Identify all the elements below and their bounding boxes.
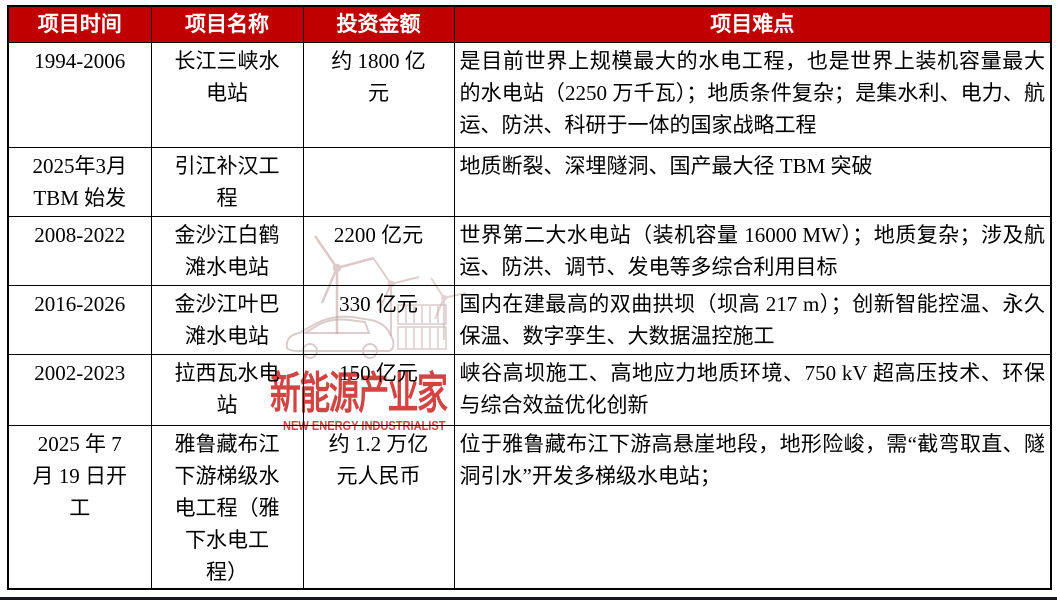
- cell-time: 2008-2022: [7, 216, 152, 286]
- cell-difficulty: 峡谷高坝施工、高地应力地质环境、750 kV 超高压技术、环保与综合效益优化创新: [453, 354, 1052, 426]
- cell-name: 引江补汉工 程: [150, 147, 304, 217]
- cell-investment: 约 1800 亿 元: [302, 42, 455, 148]
- header-difficulty: 项目难点: [453, 5, 1052, 43]
- cell-investment: 330 亿元: [302, 285, 455, 355]
- header-project-time: 项目时间: [7, 5, 152, 43]
- cell-difficulty: 是目前世界上规模最大的水电工程，也是世界上装机容量最大的水电站（2250 万千瓦…: [453, 42, 1052, 148]
- bottom-divider: [0, 597, 1057, 600]
- cell-name: 雅鲁藏布江 下游梯级水 电工程（雅 下水电工 程）: [150, 425, 304, 590]
- table-row: 1994-2006 长江三峡水 电站 约 1800 亿 元 是目前世界上规模最大…: [7, 42, 1052, 148]
- table-row: 2025年3月 TBM 始发 引江补汉工 程 地质断裂、深埋隧洞、国产最大径 T…: [7, 147, 1052, 217]
- table-row: 2002-2023 拉西瓦水电 站 150 亿元 峡谷高坝施工、高地应力地质环境…: [7, 354, 1052, 426]
- cell-difficulty: 国内在建最高的双曲拱坝（坝高 217 m）；创新智能控温、永久保温、数字孪生、大…: [453, 285, 1052, 355]
- header-investment: 投资金额: [302, 5, 455, 43]
- cell-investment: 2200 亿元: [302, 216, 455, 286]
- table-row: 2016-2026 金沙江叶巴 滩水电站 330 亿元 国内在建最高的双曲拱坝（…: [7, 285, 1052, 355]
- table-header-row: 项目时间 项目名称 投资金额 项目难点: [7, 5, 1052, 43]
- cell-investment: 约 1.2 万亿 元人民币: [302, 425, 455, 590]
- cell-time: 2016-2026: [7, 285, 152, 355]
- cell-time: 2025年3月 TBM 始发: [7, 147, 152, 217]
- cell-name: 金沙江白鹤 滩水电站: [150, 216, 304, 286]
- cell-investment: 150 亿元: [302, 354, 455, 426]
- cell-time: 1994-2006: [7, 42, 152, 148]
- header-project-name: 项目名称: [150, 5, 304, 43]
- cell-difficulty: 地质断裂、深埋隧洞、国产最大径 TBM 突破: [453, 147, 1052, 217]
- cell-name: 金沙江叶巴 滩水电站: [150, 285, 304, 355]
- project-table: 项目时间 项目名称 投资金额 项目难点 1994-2006 长江三峡水 电站 约…: [7, 5, 1052, 590]
- cell-name: 长江三峡水 电站: [150, 42, 304, 148]
- cell-difficulty: 位于雅鲁藏布江下游高悬崖地段，地形险峻，需“截弯取直、隧洞引水”开发多梯级水电站…: [453, 425, 1052, 590]
- cell-time: 2002-2023: [7, 354, 152, 426]
- table-row: 2025 年 7 月 19 日开 工 雅鲁藏布江 下游梯级水 电工程（雅 下水电…: [7, 425, 1052, 590]
- cell-name: 拉西瓦水电 站: [150, 354, 304, 426]
- cell-investment: [302, 147, 455, 217]
- cell-difficulty: 世界第二大水电站（装机容量 16000 MW）；地质复杂；涉及航运、防洪、调节、…: [453, 216, 1052, 286]
- cell-time: 2025 年 7 月 19 日开 工: [7, 425, 152, 590]
- table-row: 2008-2022 金沙江白鹤 滩水电站 2200 亿元 世界第二大水电站（装机…: [7, 216, 1052, 286]
